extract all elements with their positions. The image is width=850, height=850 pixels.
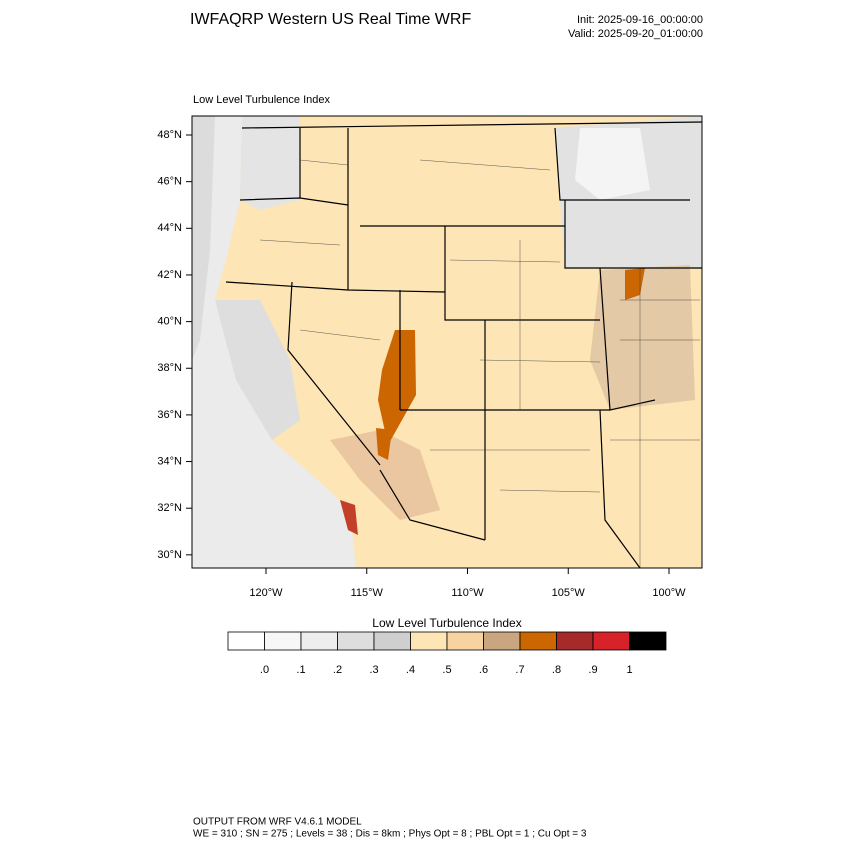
colorbar-swatch [373, 631, 411, 651]
colorbar-swatch [629, 631, 667, 651]
lon-label: 100°W [652, 587, 686, 599]
lat-label: 38°N [157, 362, 182, 374]
lat-label: 34°N [157, 455, 182, 467]
lon-label: 110°W [451, 587, 484, 599]
colorbar-label: .5 [442, 664, 451, 676]
map-subtitle: Low Level Turbulence Index [193, 94, 330, 106]
lon-label: 120°W [249, 587, 283, 599]
lat-label: 46°N [157, 176, 182, 188]
colorbar-swatch [300, 631, 338, 651]
colorbar-swatch [227, 631, 265, 651]
lon-label: 105°W [552, 587, 586, 599]
lat-label: 44°N [157, 222, 182, 234]
colorbar-label: 1 [626, 664, 632, 676]
colorbar-label: .1 [296, 664, 305, 676]
lat-label: 48°N [157, 129, 182, 141]
footer-line: WE = 310 ; SN = 275 ; Levels = 38 ; Dis … [193, 829, 587, 840]
colorbar-label: .8 [552, 664, 561, 676]
colorbar-label: .6 [479, 664, 488, 676]
valid-time: Valid: 2025-09-20_01:00:00 [568, 28, 703, 40]
colorbar: Low Level Turbulence Index .0 .1 .2 .3 .4 .5.… [227, 616, 667, 676]
colorbar-label: .0 [260, 664, 269, 676]
colorbar-swatch [556, 631, 594, 651]
colorbar-label: .3 [369, 664, 378, 676]
map [191, 115, 703, 569]
colorbar-swatch [410, 631, 448, 651]
colorbar-swatch [483, 631, 521, 651]
lat-label: 30°N [157, 549, 182, 561]
lat-label: 40°N [157, 316, 182, 328]
title: IWFAQRP Western US Real Time WRF [190, 11, 471, 28]
lon-label: 115°W [351, 587, 384, 599]
footer-line: OUTPUT FROM WRF V4.6.1 MODEL [193, 817, 362, 828]
colorbar-swatch [264, 631, 302, 651]
colorbar-swatch [337, 631, 375, 651]
colorbar-label: .4 [406, 664, 415, 676]
lat-label: 42°N [157, 269, 182, 281]
colorbar-title: Low Level Turbulence Index [372, 616, 521, 630]
colorbar-swatch [446, 631, 484, 651]
colorbar-swatch [519, 631, 557, 651]
lat-label: 36°N [157, 409, 182, 421]
init-time: Init: 2025-09-16_00:00:00 [577, 14, 703, 26]
lat-label: 32°N [157, 502, 182, 514]
colorbar-swatch [592, 631, 630, 651]
colorbar-label: .2 [333, 664, 342, 676]
colorbar-label: .9 [588, 664, 597, 676]
colorbar-label: .7 [515, 664, 524, 676]
